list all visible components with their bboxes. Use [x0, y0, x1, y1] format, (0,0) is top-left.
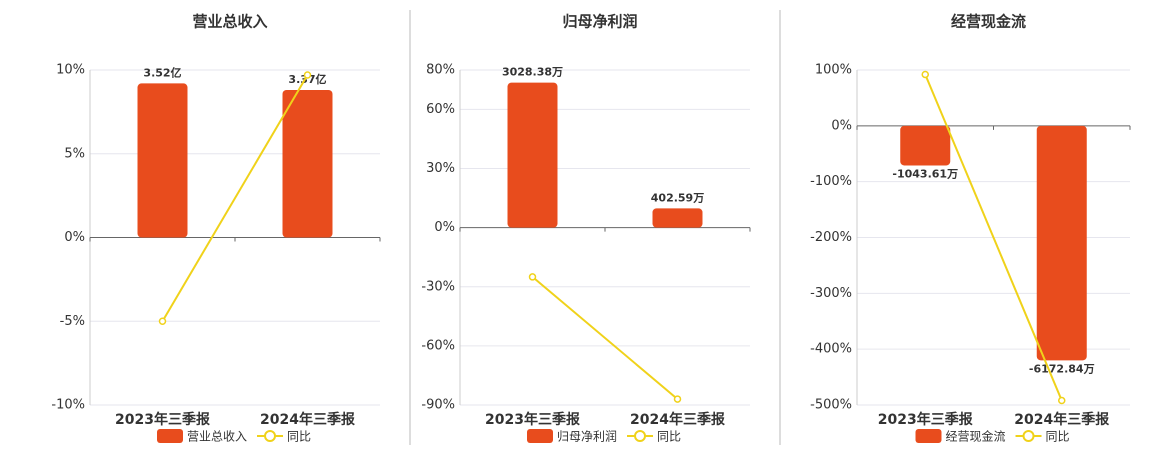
- bar: [137, 83, 188, 238]
- line: [531, 276, 679, 400]
- data-label: 3.37亿: [288, 72, 326, 86]
- line-marker: [158, 317, 167, 325]
- x-tick-label: 2024年三季报: [630, 411, 725, 428]
- y-tick-label: -500%: [810, 398, 852, 413]
- line: [161, 74, 309, 322]
- y-tick-label: -100%: [810, 174, 852, 189]
- bar: [652, 208, 703, 228]
- legend-label: 同比: [287, 430, 311, 444]
- bar: [900, 125, 951, 166]
- legend-label: 同比: [1046, 430, 1070, 444]
- x-tick-label: 2024年三季报: [1014, 411, 1109, 428]
- legend-swatch: [264, 430, 277, 442]
- line-marker: [303, 71, 312, 79]
- legend-label: 同比: [657, 430, 681, 444]
- y-tick-label: 0%: [64, 230, 85, 245]
- y-tick-label: -30%: [421, 279, 455, 294]
- legend-label: 经营现金流: [946, 429, 1006, 444]
- legend-swatch: [527, 429, 553, 443]
- y-tick-label: 10%: [56, 63, 85, 78]
- data-label: 402.59万: [651, 191, 704, 204]
- y-tick-label: -300%: [810, 286, 852, 301]
- line-marker: [673, 395, 682, 403]
- y-tick-label: -400%: [810, 342, 852, 357]
- bar: [1036, 125, 1087, 361]
- y-tick-label: 80%: [426, 63, 455, 78]
- y-tick-label: -90%: [421, 398, 455, 413]
- line-marker: [921, 70, 929, 79]
- y-tick-label: -5%: [60, 314, 85, 329]
- legend-swatch: [634, 430, 647, 442]
- data-label: -1043.61万: [892, 167, 958, 180]
- legend-label: 归母净利润: [557, 430, 617, 444]
- data-label: 3028.38万: [502, 66, 563, 79]
- chart-title: 经营现金流: [951, 13, 1026, 31]
- y-tick-label: -10%: [51, 398, 85, 413]
- line-marker: [1058, 396, 1066, 405]
- data-label: 3.52亿: [143, 65, 181, 79]
- x-tick-label: 2023年三季报: [115, 411, 210, 428]
- legend-swatch: [915, 429, 942, 443]
- chart-title: 归母净利润: [562, 13, 637, 31]
- line-marker: [528, 273, 537, 281]
- data-label: -6172.84万: [1029, 362, 1095, 375]
- y-tick-label: 60%: [426, 102, 455, 117]
- y-tick-label: 0%: [434, 220, 455, 235]
- bar: [282, 89, 333, 238]
- y-tick-label: 100%: [815, 63, 852, 78]
- y-tick-label: 30%: [426, 161, 455, 176]
- y-tick-label: -200%: [810, 230, 852, 245]
- bar: [507, 82, 558, 228]
- legend-label: 营业总收入: [187, 430, 247, 444]
- legend-swatch: [1022, 430, 1035, 442]
- y-tick-label: 0%: [831, 118, 852, 133]
- x-tick-label: 2023年三季报: [878, 411, 973, 428]
- legend-swatch: [157, 429, 183, 443]
- y-tick-label: 5%: [64, 146, 85, 161]
- x-tick-label: 2024年三季报: [260, 411, 355, 428]
- line: [924, 74, 1063, 401]
- y-tick-label: -60%: [421, 338, 455, 353]
- chart-title: 营业总收入: [192, 13, 267, 31]
- x-tick-label: 2023年三季报: [485, 411, 580, 428]
